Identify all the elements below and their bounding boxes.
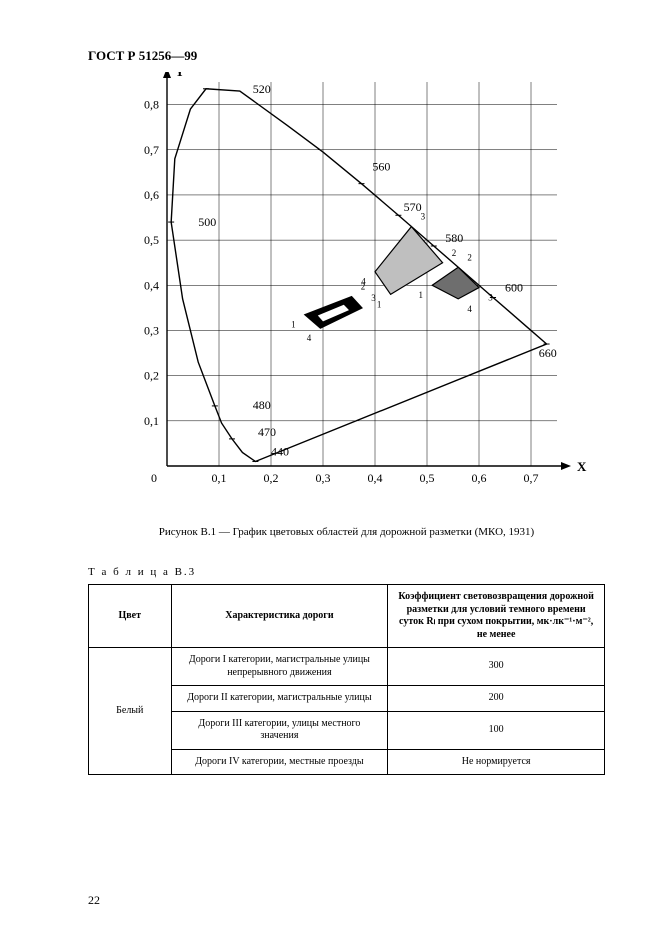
chart-svg: 0,1 0,2 0,3 0,4 0,5 0,6 0,7 0,1 0,2 0,3 0,4 0,5 0,6 0… <box>107 72 587 502</box>
table-label: Т а б л и ц а В.3 <box>88 566 605 578</box>
cell-road: Дороги II категории, магистральные улицы <box>171 686 388 712</box>
svg-text:560: 560 <box>372 159 390 173</box>
col-road: Характеристика дороги <box>171 585 388 648</box>
svg-text:1: 1 <box>376 299 381 309</box>
svg-text:0,1: 0,1 <box>144 414 159 428</box>
svg-text:0,6: 0,6 <box>471 471 486 485</box>
svg-text:0,2: 0,2 <box>263 471 278 485</box>
table-row: БелыйДороги I категории, магистральные у… <box>89 648 605 686</box>
svg-text:660: 660 <box>538 346 556 360</box>
svg-text:0: 0 <box>151 471 157 485</box>
svg-text:0,7: 0,7 <box>144 143 159 157</box>
svg-text:500: 500 <box>198 215 216 229</box>
svg-text:0,7: 0,7 <box>523 471 538 485</box>
svg-text:0,4: 0,4 <box>144 278 159 292</box>
cell-value: 200 <box>388 686 605 712</box>
cie-chart: 0,1 0,2 0,3 0,4 0,5 0,6 0,7 0,1 0,2 0,3 0,4 0,5 0,6 0… <box>88 72 605 502</box>
cell-color: Белый <box>89 648 172 775</box>
svg-text:600: 600 <box>505 281 523 295</box>
svg-text:Y: Y <box>175 72 185 79</box>
svg-text:580: 580 <box>445 231 463 245</box>
table-header-row: Цвет Характеристика дороги Коэффициент с… <box>89 585 605 648</box>
svg-text:3: 3 <box>420 212 425 222</box>
svg-text:0,4: 0,4 <box>367 471 382 485</box>
cell-value: 100 <box>388 711 605 749</box>
svg-text:0,2: 0,2 <box>144 369 159 383</box>
document-header: ГОСТ Р 51256—99 <box>88 48 605 64</box>
page: ГОСТ Р 51256—99 0,10,20,30,40,50,60,70,1… <box>0 0 661 936</box>
svg-text:0,1: 0,1 <box>211 471 226 485</box>
svg-text:0,5: 0,5 <box>419 471 434 485</box>
svg-text:570: 570 <box>403 200 421 214</box>
cell-road: Дороги I категории, магистральные улицы … <box>171 648 388 686</box>
svg-text:X: X <box>577 459 587 474</box>
svg-text:470: 470 <box>258 425 276 439</box>
svg-text:0,6: 0,6 <box>144 188 159 202</box>
svg-text:0,3: 0,3 <box>315 471 330 485</box>
svg-text:3: 3 <box>371 293 376 303</box>
retroreflection-table: Цвет Характеристика дороги Коэффициент с… <box>88 584 605 775</box>
svg-text:0,8: 0,8 <box>144 98 159 112</box>
figure-caption: Рисунок В.1 — График цветовых областей д… <box>88 526 605 538</box>
svg-text:4: 4 <box>306 333 311 343</box>
svg-text:4: 4 <box>467 304 472 314</box>
svg-text:0,5: 0,5 <box>144 233 159 247</box>
col-color: Цвет <box>89 585 172 648</box>
svg-text:3: 3 <box>488 292 493 302</box>
svg-text:4: 4 <box>361 277 366 287</box>
cell-value: 300 <box>388 648 605 686</box>
svg-text:520: 520 <box>252 82 270 96</box>
cell-value: Не нормируется <box>388 749 605 775</box>
cell-road: Дороги III категории, улицы местного зна… <box>171 711 388 749</box>
svg-text:2: 2 <box>467 252 472 262</box>
cell-road: Дороги IV категории, местные проезды <box>171 749 388 775</box>
svg-text:440: 440 <box>271 445 289 459</box>
svg-text:480: 480 <box>252 398 270 412</box>
svg-text:1: 1 <box>418 290 423 300</box>
table-body: БелыйДороги I категории, магистральные у… <box>89 648 605 775</box>
page-number: 22 <box>88 893 100 908</box>
svg-text:0,3: 0,3 <box>144 323 159 337</box>
svg-text:1: 1 <box>291 320 296 330</box>
svg-text:2: 2 <box>451 248 456 258</box>
col-coef: Коэффициент световозвращения дорожной ра… <box>388 585 605 648</box>
